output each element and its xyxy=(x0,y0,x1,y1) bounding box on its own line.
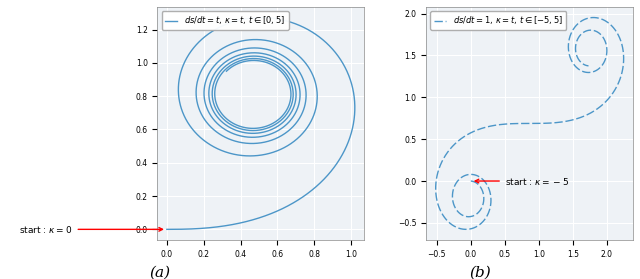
Legend: $ds/dt = t,\, \kappa = t,\, t \in [0, 5]$: $ds/dt = t,\, \kappa = t,\, t \in [0, 5]… xyxy=(162,11,289,30)
Text: (b): (b) xyxy=(469,265,491,279)
Text: start : $\kappa = 0$: start : $\kappa = 0$ xyxy=(19,224,163,235)
Legend: $ds/dt = 1,\, \kappa = t,\, t \in [-5, 5]$: $ds/dt = 1,\, \kappa = t,\, t \in [-5, 5… xyxy=(431,11,566,30)
Text: start : $\kappa = -5$: start : $\kappa = -5$ xyxy=(475,175,569,187)
Text: (a): (a) xyxy=(149,265,171,279)
